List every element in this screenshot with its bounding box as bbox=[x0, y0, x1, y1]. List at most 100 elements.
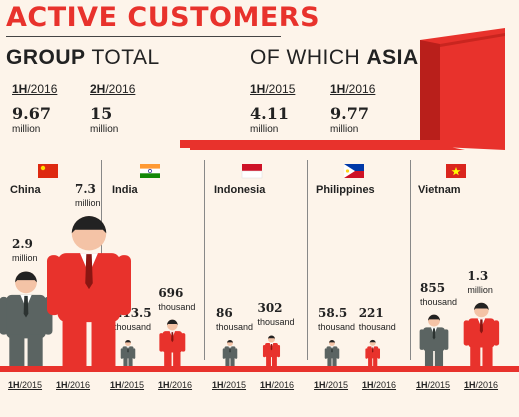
asia-header-pre: OF WHICH bbox=[250, 46, 367, 69]
asia-value-2: 9.77 bbox=[330, 104, 369, 123]
period-rest: /2015 bbox=[325, 380, 349, 390]
asia-value-1: 4.11 bbox=[250, 104, 289, 123]
country-label: China bbox=[10, 184, 41, 196]
period-bold: 2H bbox=[90, 82, 106, 96]
period-bold: 1H bbox=[12, 82, 28, 96]
period-bold: 1H bbox=[56, 380, 68, 390]
data-unit: thousand bbox=[420, 296, 458, 307]
data-label: 1.3 bbox=[467, 268, 489, 283]
data-unit: thousand bbox=[318, 322, 356, 332]
group-total-header: GROUP TOTAL bbox=[6, 46, 160, 70]
period-label-1h2016: 1H/2016 bbox=[158, 380, 192, 390]
data-unit: million bbox=[75, 198, 101, 208]
data-label: 696 bbox=[158, 285, 184, 300]
group-value-2: 15 bbox=[90, 104, 113, 123]
column-divider bbox=[307, 160, 308, 360]
period-label-1h2015: 1H/2015 bbox=[8, 380, 42, 390]
group-unit-2: million bbox=[90, 124, 119, 135]
period-rest: /2016 bbox=[271, 380, 295, 390]
group-period-1: 1H/2016 bbox=[12, 82, 57, 96]
building-roof-edge bbox=[440, 33, 505, 47]
asia-header: OF WHICH ASIA bbox=[250, 46, 419, 70]
data-unit: thousand bbox=[114, 322, 152, 332]
group-header-rest: TOTAL bbox=[85, 46, 160, 69]
vietnam-flag bbox=[446, 164, 466, 178]
country-label: India bbox=[112, 184, 138, 196]
person-1h2016 bbox=[463, 302, 500, 366]
period-bold: 1H bbox=[158, 380, 170, 390]
period-rest: /2016 bbox=[345, 82, 376, 96]
person-1h2016 bbox=[365, 339, 381, 366]
asia-header-bold: ASIA bbox=[366, 46, 419, 69]
data-label: 7.3 bbox=[75, 182, 96, 196]
data-label: 2.9 bbox=[12, 237, 33, 252]
building-front bbox=[420, 28, 505, 150]
asia-unit-2: million bbox=[330, 124, 359, 135]
period-bold: 1H bbox=[250, 82, 266, 96]
group-period-2: 2H/2016 bbox=[90, 82, 135, 96]
person-1h2016 bbox=[159, 319, 186, 366]
period-rest: /2016 bbox=[169, 380, 193, 390]
china-flag bbox=[38, 164, 58, 178]
period-rest: /2016 bbox=[27, 82, 58, 96]
country-label: Indonesia bbox=[214, 184, 266, 196]
period-bold: 1H bbox=[110, 380, 122, 390]
group-value-1: 9.67 bbox=[12, 104, 51, 123]
data-unit: thousand bbox=[158, 301, 196, 312]
column-divider bbox=[410, 160, 411, 360]
period-rest: /2015 bbox=[427, 380, 451, 390]
period-label-1h2015: 1H/2015 bbox=[416, 380, 450, 390]
period-bold: 1H bbox=[8, 380, 20, 390]
data-label: 302 bbox=[257, 301, 283, 316]
person-1h2016 bbox=[47, 216, 131, 366]
group-header-bold: GROUP bbox=[6, 46, 86, 69]
data-unit: thousand bbox=[216, 322, 254, 332]
period-label-1h2016: 1H/2016 bbox=[56, 380, 90, 390]
period-label-1h2015: 1H/2015 bbox=[314, 380, 348, 390]
period-bold: 1H bbox=[260, 380, 272, 390]
period-rest: /2015 bbox=[265, 82, 296, 96]
asia-period-1: 1H/2015 bbox=[250, 82, 295, 96]
data-unit: thousand bbox=[358, 321, 396, 332]
data-unit: million bbox=[12, 253, 38, 264]
period-bold: 1H bbox=[464, 380, 476, 390]
period-label-1h2016: 1H/2016 bbox=[464, 380, 498, 390]
data-label: 221 bbox=[358, 305, 384, 320]
india-flag bbox=[140, 164, 160, 178]
indonesia-flag bbox=[241, 164, 263, 179]
asia-unit-1: million bbox=[250, 124, 279, 135]
country-label: Vietnam bbox=[418, 184, 461, 196]
group-unit-1: million bbox=[12, 124, 41, 135]
data-label: 58.5 bbox=[318, 306, 348, 320]
philippines-flag bbox=[344, 164, 364, 178]
person-1h2016 bbox=[262, 335, 281, 366]
column-divider bbox=[204, 160, 205, 360]
period-label-1h2016: 1H/2016 bbox=[362, 380, 396, 390]
page-title: ACTIVE CUSTOMERS bbox=[6, 2, 321, 33]
data-unit: million bbox=[467, 284, 493, 295]
period-bold: 1H bbox=[314, 380, 326, 390]
period-rest: /2015 bbox=[121, 380, 145, 390]
period-label-1h2015: 1H/2015 bbox=[110, 380, 144, 390]
title-underline bbox=[6, 36, 281, 37]
building-side bbox=[420, 40, 440, 146]
data-label: 86 bbox=[216, 306, 233, 320]
data-label: 855 bbox=[420, 280, 446, 295]
period-rest: /2015 bbox=[19, 380, 43, 390]
period-bold: 1H bbox=[416, 380, 428, 390]
period-bold: 1H bbox=[212, 380, 224, 390]
period-bold: 1H bbox=[330, 82, 346, 96]
building-platform bbox=[180, 140, 440, 148]
country-label: Philippines bbox=[316, 184, 375, 196]
period-rest: /2015 bbox=[223, 380, 247, 390]
period-label-1h2015: 1H/2015 bbox=[212, 380, 246, 390]
person-1h2015 bbox=[324, 340, 340, 366]
data-unit: thousand bbox=[257, 317, 295, 328]
person-1h2015 bbox=[222, 339, 238, 366]
period-rest: /2016 bbox=[67, 380, 91, 390]
asia-period-2: 1H/2016 bbox=[330, 82, 375, 96]
person-1h2015 bbox=[419, 314, 449, 366]
period-rest: /2016 bbox=[373, 380, 397, 390]
